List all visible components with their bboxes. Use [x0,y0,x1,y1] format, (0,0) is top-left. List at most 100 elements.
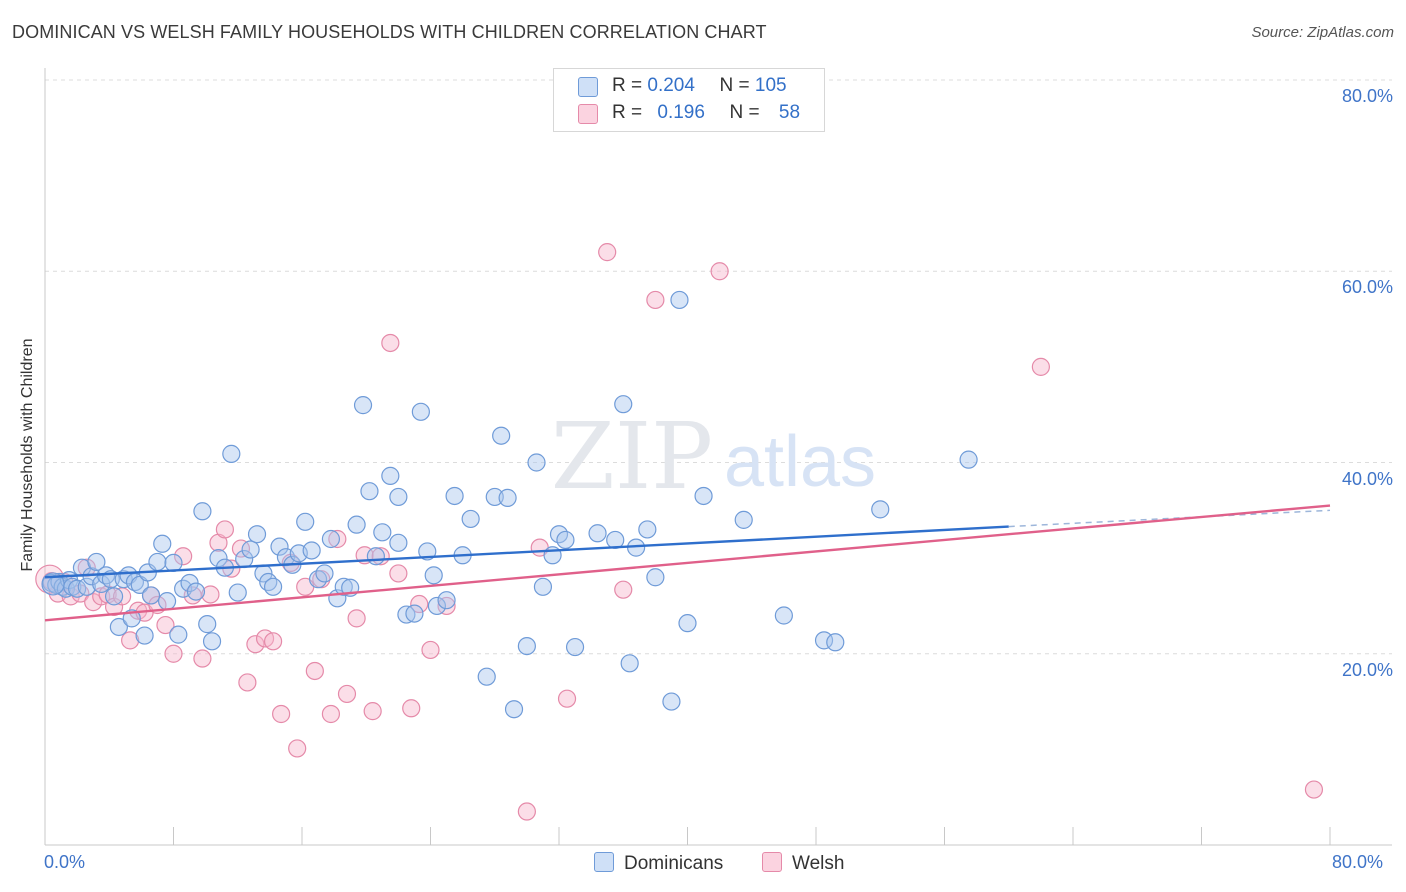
axes [44,68,1392,846]
dominican-point [109,617,128,637]
dominican-point [826,633,845,652]
dominican-point [418,542,437,561]
dominican-point [87,552,106,572]
dominican-point [424,566,443,585]
dominican-point [202,632,222,651]
welsh-point [231,539,251,558]
n-label: N = [719,75,750,96]
dominican-point [241,540,260,559]
dominican-point [533,577,553,596]
dominican-point [381,466,400,485]
dominican-point [678,614,697,633]
dominican-point [373,523,392,542]
trend-lines [44,504,1331,622]
dominican-point-cluster [41,572,65,596]
welsh-point [363,702,382,721]
dominican-point [774,606,793,625]
dominican-point [209,549,228,568]
dominican-point [334,577,353,596]
dominican-point [411,402,430,421]
welsh-point [598,243,617,262]
dominican-point [263,577,283,596]
welsh-point [174,547,193,566]
x-tick-max: 80.0% [1332,852,1384,872]
dominican-point [141,586,161,605]
welsh-trend-line [44,504,1331,622]
bottom-legend-dominicans: Dominicans [594,852,723,875]
dominican-point [498,488,517,507]
dominicans-trend-extension [1008,509,1331,528]
dominican-point [270,537,289,556]
bottom-swatch-welsh [762,852,782,872]
r-label: R = [612,102,643,123]
welsh-point [1031,357,1050,376]
welsh-point [421,640,440,660]
welsh-point [517,802,536,821]
dominican-point [662,692,681,711]
welsh-point [410,594,429,614]
welsh-point [246,635,265,654]
welsh-point [201,585,220,604]
bottom-label-welsh: Welsh [792,853,845,874]
dominican-point [670,290,689,310]
dominican-point [517,636,536,656]
bottom-legend-welsh: Welsh [762,852,844,875]
dominican-point [427,596,447,616]
r-value: 0.196 [657,102,705,123]
dominican-point [461,509,480,529]
dominican-point [148,552,167,572]
correlation-legend: R = 0.204 N = 105 R = 0.196 N = 58 [553,68,825,132]
chart-title: DOMINICAN VS WELSH FAMILY HOUSEHOLDS WIT… [12,22,767,42]
watermark-atlas: atlas [724,422,876,502]
dominicans-trend-line [44,525,1009,579]
dominican-point [492,426,511,445]
dominican-point [193,502,212,521]
dominican-point [164,553,183,573]
dominican-point [222,444,241,463]
dominican-point [527,453,546,472]
legend-text-welsh: R = 0.196 N = 58 [612,102,800,124]
dominican-point [169,625,188,644]
legend-text-dominicans: R = 0.204 N = 105 [612,75,787,97]
welsh-point [305,661,324,681]
dominican-point [247,525,267,544]
welsh-point [238,673,257,692]
watermark-zip: ZIP [551,403,713,510]
r-label: R = [612,75,643,96]
dominican-point [186,582,206,601]
dominican-point [153,534,172,553]
dominican-point [405,604,424,623]
welsh-point [347,609,366,628]
dominican-point [104,587,124,606]
welsh-point [389,564,408,583]
dominican-point [445,486,464,506]
bottom-swatch-dominicans [594,852,614,872]
dominican-point [565,637,585,657]
welsh-point [402,699,421,718]
r-value: 0.204 [647,75,695,96]
dominican-point [135,626,154,645]
dominican-point [321,529,341,549]
dominican-point [556,530,575,550]
dominican-point [366,547,385,566]
dominican-point [614,395,633,414]
dominican-point [734,510,753,529]
y-tick-label: 40.0% [1341,468,1393,489]
dominican-point [504,700,524,719]
welsh-point [272,704,291,724]
welsh-point [437,596,456,616]
source-label: Source: ZipAtlas.com [1251,24,1394,41]
dominican-point [694,486,713,506]
dominican-point [389,533,408,552]
bottom-label-dominicans: Dominicans [624,853,724,874]
welsh-point [215,520,234,539]
y-tick-label: 60.0% [1341,277,1393,298]
welsh-point [557,689,577,708]
dominican-point [296,512,315,531]
legend-swatch-dominicans [578,77,598,97]
welsh-point [263,632,283,651]
welsh-point [164,644,183,663]
n-value: 105 [754,75,787,96]
dominican-point [302,541,321,560]
